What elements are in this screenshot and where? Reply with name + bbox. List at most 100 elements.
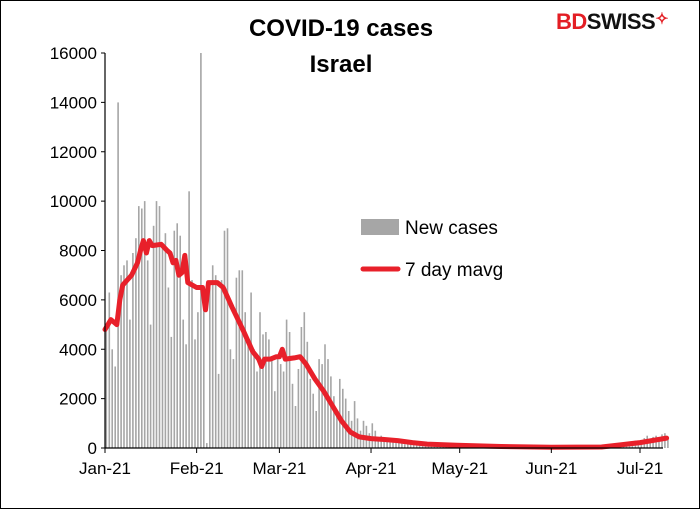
x-tick-label: Apr-21 bbox=[346, 459, 397, 478]
bar bbox=[427, 445, 430, 448]
legend-label-mavg: 7 day mavg bbox=[405, 260, 503, 281]
bar bbox=[247, 341, 249, 448]
bar bbox=[395, 443, 397, 448]
y-tick-label: 2000 bbox=[59, 390, 97, 409]
bar bbox=[223, 230, 226, 448]
bar bbox=[294, 406, 297, 448]
bar bbox=[114, 366, 116, 448]
bar bbox=[259, 312, 261, 448]
chart-title: COVID-19 cases bbox=[249, 15, 433, 42]
bar bbox=[288, 332, 291, 448]
bar bbox=[291, 383, 294, 448]
bar bbox=[182, 319, 184, 448]
bar bbox=[167, 287, 170, 448]
bar bbox=[389, 440, 391, 448]
bar bbox=[667, 436, 669, 448]
axes: 0 2000 4000 6000 8000 10000 12000 14000 16000 Jan… bbox=[50, 44, 663, 478]
bar bbox=[135, 238, 137, 448]
bar bbox=[158, 206, 161, 448]
bar bbox=[117, 102, 119, 449]
legend-label-new-cases: New cases bbox=[405, 218, 498, 239]
y-tick-label: 12000 bbox=[50, 143, 97, 162]
bar bbox=[143, 201, 146, 448]
y-tick-label: 16000 bbox=[50, 44, 97, 63]
bar bbox=[173, 230, 176, 448]
x-tick-label: Jun-21 bbox=[525, 459, 577, 478]
bar bbox=[126, 260, 128, 448]
y-tick-label: 10000 bbox=[50, 192, 97, 211]
bar bbox=[146, 260, 149, 448]
bar bbox=[415, 444, 418, 448]
bar bbox=[138, 206, 140, 448]
bar bbox=[353, 401, 356, 448]
bar bbox=[268, 339, 270, 448]
bar bbox=[129, 319, 131, 448]
bar bbox=[309, 378, 312, 448]
bar bbox=[170, 336, 173, 448]
bar bbox=[649, 439, 651, 448]
bar bbox=[229, 349, 232, 449]
bar bbox=[262, 334, 264, 448]
bar bbox=[217, 373, 220, 448]
bar bbox=[191, 280, 193, 448]
line-series-7-day-mavg bbox=[102, 238, 670, 450]
bar bbox=[306, 341, 309, 448]
bar bbox=[141, 208, 143, 448]
bar bbox=[297, 369, 300, 448]
bar-series-new-cases bbox=[105, 53, 669, 449]
y-tick-label: 6000 bbox=[59, 291, 97, 310]
bar bbox=[380, 435, 382, 448]
bar bbox=[226, 228, 229, 448]
bar bbox=[206, 443, 208, 448]
bar bbox=[386, 439, 388, 448]
bar bbox=[105, 324, 108, 448]
bar bbox=[404, 444, 406, 448]
bar bbox=[330, 376, 332, 448]
bar bbox=[111, 349, 113, 449]
bar bbox=[209, 287, 211, 448]
bar bbox=[194, 339, 196, 448]
bdswiss-logo: BDSWISS✧ bbox=[556, 9, 669, 34]
bar bbox=[409, 443, 412, 448]
bar bbox=[362, 420, 365, 448]
bar bbox=[155, 201, 158, 448]
bar bbox=[197, 312, 199, 448]
bar bbox=[658, 438, 660, 448]
y-tick-label: 0 bbox=[88, 439, 97, 458]
bar bbox=[214, 275, 217, 448]
bar bbox=[383, 438, 385, 448]
bar bbox=[253, 349, 255, 449]
bar bbox=[274, 391, 276, 448]
y-tick-label: 14000 bbox=[50, 93, 97, 112]
bar bbox=[220, 280, 223, 448]
bar bbox=[276, 359, 279, 448]
bar bbox=[232, 359, 235, 448]
bar bbox=[315, 411, 317, 448]
bar bbox=[377, 440, 379, 448]
bar bbox=[312, 393, 314, 448]
bar bbox=[132, 253, 134, 448]
bar bbox=[211, 265, 214, 448]
bar bbox=[152, 225, 155, 448]
x-tick-label: May-21 bbox=[431, 459, 488, 478]
bar bbox=[164, 233, 167, 448]
bar bbox=[336, 411, 338, 448]
bar bbox=[123, 265, 125, 448]
bar bbox=[412, 443, 415, 448]
bar bbox=[203, 299, 205, 448]
bar bbox=[333, 396, 335, 448]
bar bbox=[407, 441, 409, 448]
x-tick-label: Mar-21 bbox=[252, 459, 306, 478]
x-tick-label: Jan-21 bbox=[79, 459, 131, 478]
bar bbox=[300, 327, 303, 448]
bar bbox=[418, 445, 421, 448]
bar bbox=[285, 319, 288, 448]
bar bbox=[185, 344, 187, 448]
bar bbox=[401, 443, 403, 448]
bar bbox=[238, 270, 241, 449]
x-tick-label: Jul-21 bbox=[617, 459, 663, 478]
bar bbox=[176, 223, 178, 448]
bar bbox=[271, 359, 273, 448]
